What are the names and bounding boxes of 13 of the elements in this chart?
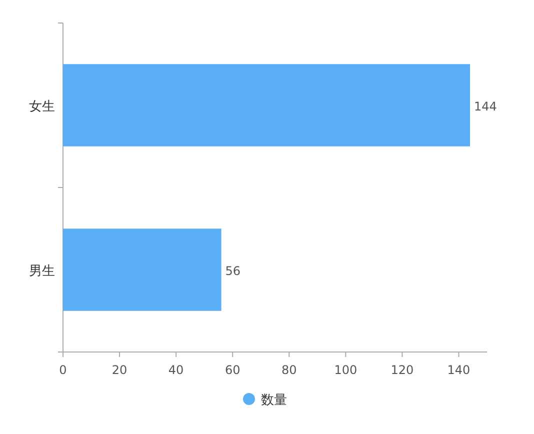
x-tick-label: 120	[390, 363, 414, 377]
x-tick-label: 80	[281, 363, 297, 377]
x-tick-label: 140	[447, 363, 470, 377]
data-label: 144	[474, 99, 497, 114]
legend-label: 数量	[261, 393, 287, 408]
x-tick-label: 0	[59, 363, 67, 377]
x-tick-label: 60	[224, 363, 240, 377]
x-tick-label: 20	[112, 363, 128, 377]
y-tick-label: 女生	[29, 99, 55, 114]
x-tick-label: 100	[334, 363, 358, 377]
y-tick-label: 男生	[29, 264, 55, 279]
data-label: 56	[225, 264, 241, 278]
x-tick-label: 40	[168, 363, 184, 377]
